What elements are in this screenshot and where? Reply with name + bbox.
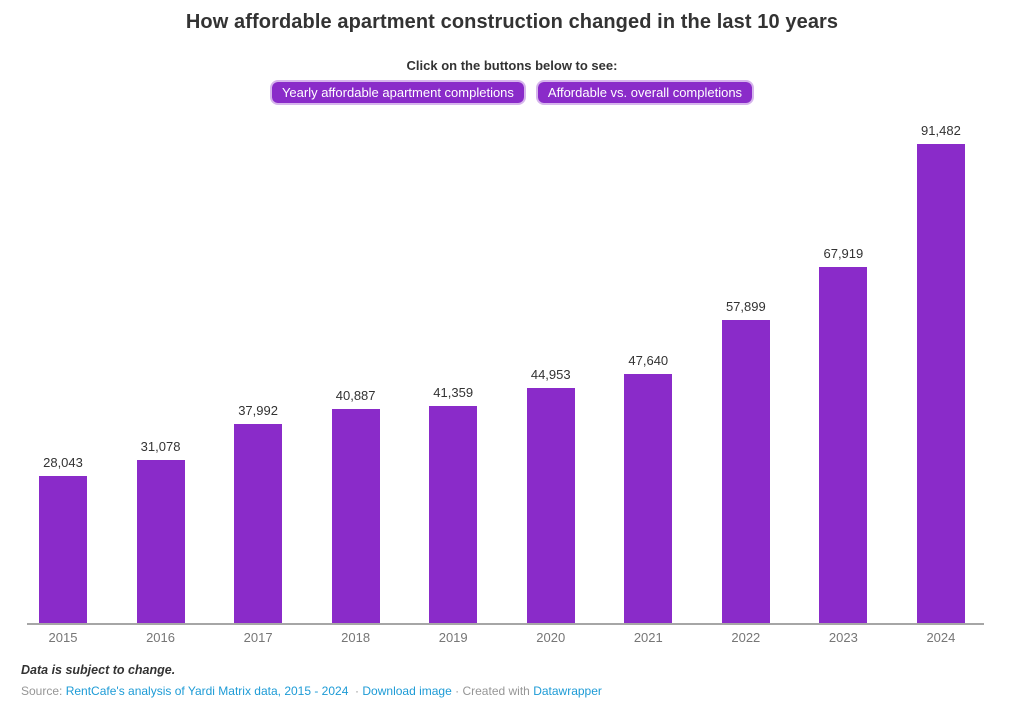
yearly-affordable-completions-button[interactable]: Yearly affordable apartment completions xyxy=(269,80,526,105)
bar[interactable] xyxy=(234,424,283,623)
x-axis-labels: 2015 2016 2017 2018 2019 2020 2021 2022 2023 2024 xyxy=(27,630,984,645)
bar[interactable] xyxy=(136,460,185,623)
bar-value-label: 44,953 xyxy=(530,367,571,382)
x-axis-tick-label: 2017 xyxy=(243,630,273,645)
bar-group: 31,078 xyxy=(136,439,185,623)
bar-value-label: 41,359 xyxy=(433,385,474,400)
bar-value-label: 40,887 xyxy=(335,388,376,403)
bar[interactable] xyxy=(819,267,868,623)
bar-value-label: 28,043 xyxy=(43,455,83,470)
x-axis-tick-label: 2023 xyxy=(828,630,858,645)
bar-value-label: 91,482 xyxy=(921,123,961,138)
bar-chart: 28,043 31,078 37,992 40,887 41,359 44,953 47,6… xyxy=(27,0,984,625)
bars-row: 28,043 31,078 37,992 40,887 41,359 44,953 47,6… xyxy=(27,123,984,625)
x-axis-tick-label: 2018 xyxy=(341,630,371,645)
bar-group: 44,953 xyxy=(526,367,575,623)
bar-value-label: 47,640 xyxy=(628,353,669,368)
x-axis-tick-label: 2020 xyxy=(536,630,566,645)
x-axis-tick-label: 2015 xyxy=(48,630,78,645)
bar-group: 37,992 xyxy=(234,403,283,623)
bar[interactable] xyxy=(429,406,478,623)
bar[interactable] xyxy=(39,476,87,623)
bar-value-label: 37,992 xyxy=(238,403,278,418)
separator-dot: · xyxy=(355,684,360,698)
bar-value-label: 67,919 xyxy=(823,246,864,261)
affordable-vs-overall-completions-button[interactable]: Affordable vs. overall completions xyxy=(535,80,755,105)
chart-title: How affordable apartment construction ch… xyxy=(185,11,839,33)
bar-group: 57,899 xyxy=(721,299,770,623)
source-line: Source: RentCafe's analysis of Yardi Mat… xyxy=(21,684,602,698)
bar[interactable] xyxy=(624,374,673,623)
x-axis-tick-label: 2024 xyxy=(926,630,956,645)
bar-group: 28,043 xyxy=(39,455,87,623)
x-axis-tick-label: 2021 xyxy=(633,630,663,645)
view-toggle-buttons: Yearly affordable apartment completions … xyxy=(0,80,1024,105)
bar-group: 40,887 xyxy=(331,388,380,623)
created-with-text: Created with xyxy=(462,684,530,698)
bar-group: 41,359 xyxy=(429,385,478,623)
datawrapper-link[interactable]: Datawrapper xyxy=(533,684,602,698)
data-note: Data is subject to change. xyxy=(21,663,176,677)
source-link[interactable]: RentCafe's analysis of Yardi Matrix data… xyxy=(65,684,349,698)
x-axis-tick-label: 2016 xyxy=(146,630,175,645)
bar[interactable] xyxy=(331,409,380,623)
bar[interactable] xyxy=(916,144,965,623)
x-axis-tick-label: 2019 xyxy=(438,630,468,645)
x-axis-tick-label: 2022 xyxy=(731,630,761,645)
buttons-instruction: Click on the buttons below to see: xyxy=(406,58,618,73)
bar[interactable] xyxy=(721,320,770,623)
separator-dot-2: · xyxy=(455,684,460,698)
bar-group: 47,640 xyxy=(624,353,673,623)
chart-footer: Data is subject to change. Source: RentC… xyxy=(21,663,602,698)
download-image-link[interactable]: Download image xyxy=(362,684,452,698)
bar[interactable] xyxy=(526,388,575,623)
source-prefix: Source: xyxy=(21,684,63,698)
bar-group: 67,919 xyxy=(819,246,868,623)
bar-value-label: 57,899 xyxy=(725,299,766,314)
bar-value-label: 31,078 xyxy=(140,439,181,454)
bar-group: 91,482 xyxy=(916,123,965,623)
chart-header: How affordable apartment construction ch… xyxy=(0,0,1024,105)
